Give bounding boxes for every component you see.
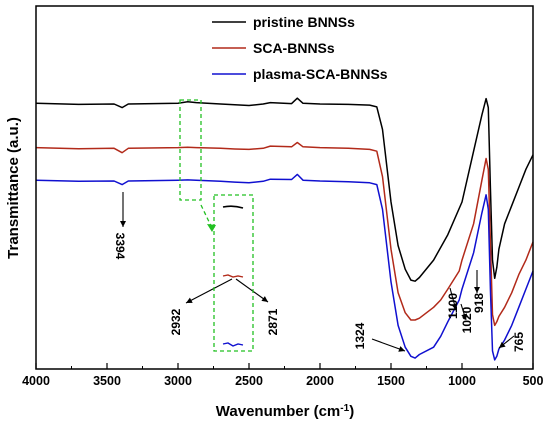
- annotation-arrowhead: [451, 303, 458, 310]
- peak-label-2871: 2871: [266, 308, 280, 335]
- peak-label-1020: 1020: [460, 306, 474, 333]
- inset-trace-sca: [222, 274, 244, 278]
- x-tick-layer: 4000 3500 3000 2500 2000 1500 1000 500: [22, 363, 543, 388]
- peak-label-1100: 1100: [446, 293, 460, 319]
- x-tick-label: 1000: [448, 374, 476, 388]
- series-line-1: [35, 141, 534, 327]
- zoom-source-box: [179, 99, 202, 201]
- zoom-connector: [200, 204, 213, 229]
- x-tick-label: 2000: [306, 374, 334, 388]
- legend: pristine BNNSs SCA-BNNSs plasma-SCA-BNNS…: [212, 14, 388, 82]
- inset-trace-plasma: [222, 342, 244, 347]
- peak-label-1324: 1324: [353, 322, 367, 349]
- annotation-arrowhead: [120, 221, 126, 227]
- annotation-arrowhead: [499, 341, 506, 348]
- annotation-arrowhead: [186, 297, 193, 303]
- x-tick-label: 1500: [377, 374, 405, 388]
- peak-label-2932: 2932: [169, 308, 183, 335]
- x-tick-label: 4000: [22, 374, 50, 388]
- x-tick-label: 2500: [235, 374, 263, 388]
- annotation-arrow: [235, 278, 269, 303]
- x-tick-label: 500: [523, 374, 544, 388]
- series-line-2: [35, 173, 534, 361]
- annotation-arrow: [185, 278, 233, 304]
- zoom-inset: [179, 99, 254, 352]
- peak-label-3394: 3394: [113, 233, 127, 260]
- annotation-arrowhead: [474, 287, 480, 293]
- annotation-arrowhead: [398, 346, 405, 352]
- legend-label-pristine: pristine BNNSs: [253, 14, 355, 30]
- inset-trace-pristine: [222, 205, 244, 209]
- x-axis-title: Wavenumber (cm-1): [216, 403, 354, 421]
- y-axis-title: Transmittance (a.u.): [5, 117, 22, 259]
- peak-label-765: 765: [512, 332, 526, 352]
- legend-label-plasma: plasma-SCA-BNNSs: [253, 66, 388, 82]
- zoom-inset-box: [213, 194, 254, 352]
- peak-label-918: 918: [472, 293, 486, 313]
- annotation-arrowhead: [461, 313, 468, 320]
- x-tick-label: 3000: [164, 374, 192, 388]
- annotation-arrowhead: [261, 296, 268, 302]
- x-tick-label: 3500: [93, 374, 121, 388]
- legend-label-sca: SCA-BNNSs: [253, 40, 335, 56]
